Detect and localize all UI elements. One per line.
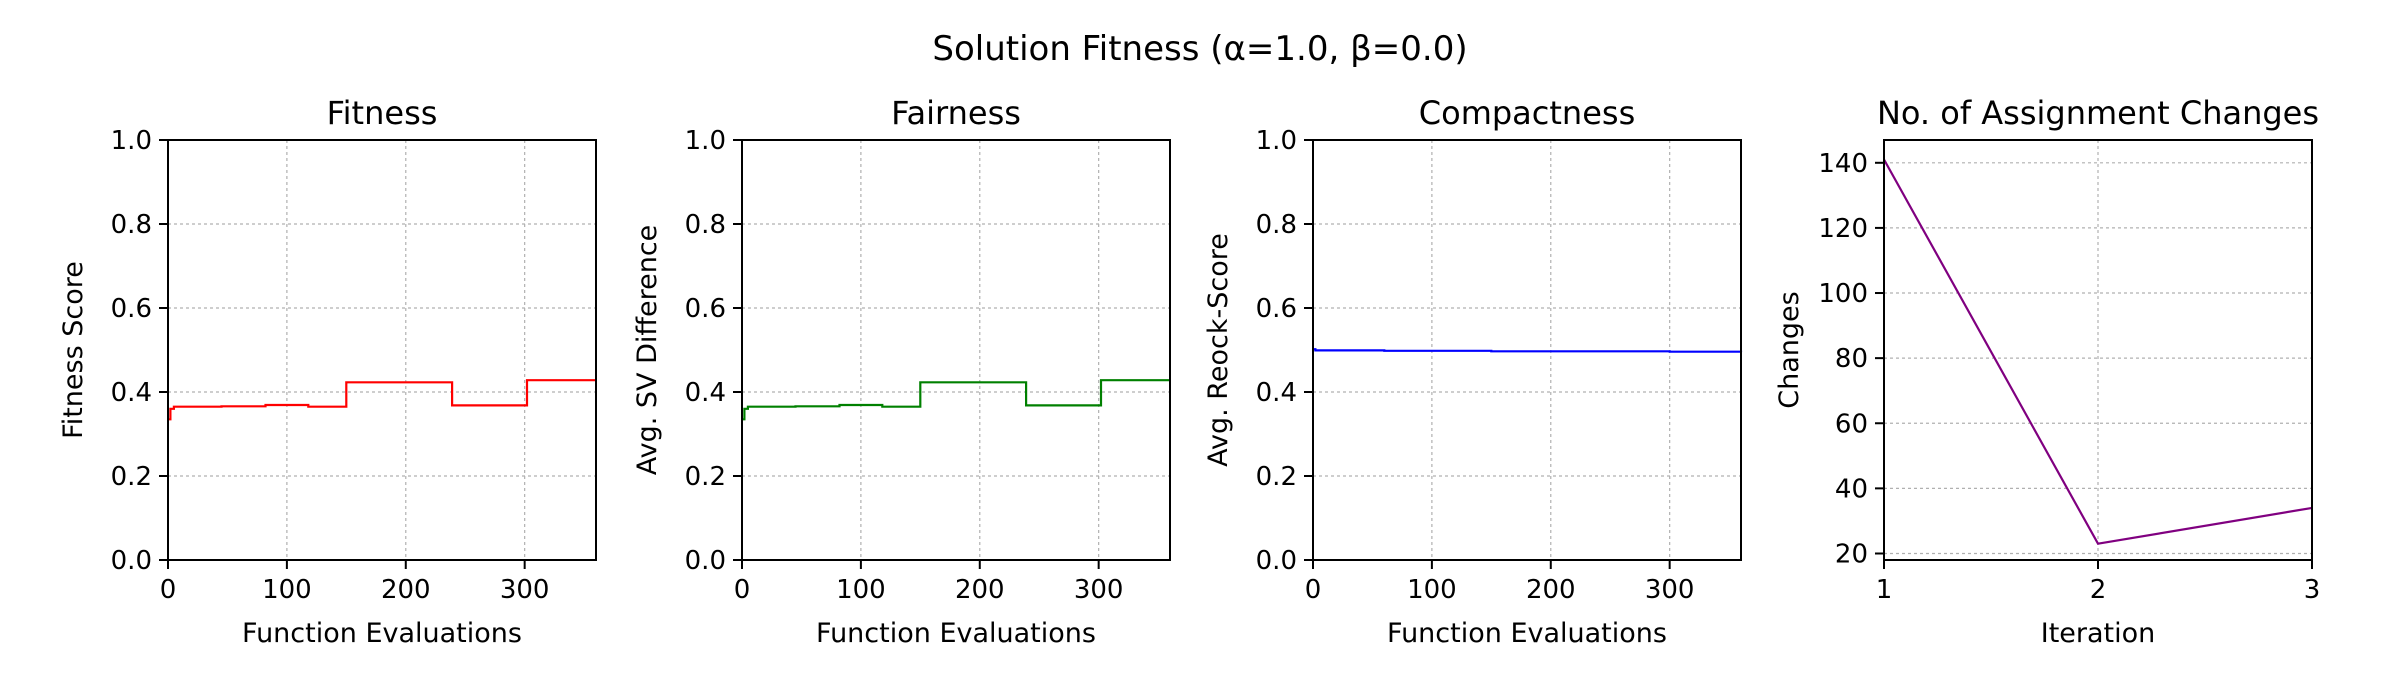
y-tick-label: 1.0 [111,126,152,156]
y-tick-label: 0.6 [111,294,152,324]
y-axis-label: Avg. SV Difference [632,225,663,476]
plot-frame [741,139,1171,561]
y-tick-label: 120 [1818,214,1868,244]
series-line [168,379,596,421]
y-tick-label: 0.2 [111,462,152,492]
y-tick-label: 0.2 [1256,462,1297,492]
y-tick-label: 0.0 [111,546,152,576]
x-tick-label: 100 [1407,575,1457,605]
y-axis-label: Avg. Reock-Score [1203,233,1234,467]
y-tick-label: 0.0 [1256,546,1297,576]
series-line [1883,158,2313,545]
subplot-assignment-changes: No. of Assignment Changes Iteration Chan… [1774,94,2320,649]
y-tick-label: 60 [1835,409,1868,439]
x-axis-label: Function Evaluations [1387,618,1667,649]
plot-frame [1312,139,1742,561]
x-tick-label: 0 [160,575,177,605]
subplot-compactness: Compactness Function Evaluations Avg. Re… [1203,94,1743,649]
series-line [1313,348,1743,353]
x-tick-label: 0 [1305,575,1322,605]
y-tick-label: 1.0 [1256,126,1297,156]
y-tick-label: 0.6 [1256,294,1297,324]
y-tick-label: 100 [1818,279,1868,309]
y-axis-label: Fitness Score [58,261,89,439]
x-tick-label: 2 [2090,575,2107,605]
plot-frame [167,139,597,561]
y-tick-label: 40 [1835,474,1868,504]
y-tick-label: 0.4 [111,378,152,408]
y-tick-label: 20 [1835,539,1868,569]
x-tick-label: 100 [836,575,886,605]
y-tick-label: 0.2 [685,462,726,492]
subplot-title: Fairness [891,94,1021,132]
x-tick-label: 300 [1645,575,1695,605]
y-tick-label: 0.0 [685,546,726,576]
y-tick-label: 0.8 [1256,210,1297,240]
x-tick-label: 1 [1876,575,1893,605]
x-tick-label: 300 [1074,575,1124,605]
y-tick-label: 0.8 [111,210,152,240]
subplot-fairness: Fairness Function Evaluations Avg. SV Di… [632,94,1171,649]
y-tick-label: 0.6 [685,294,726,324]
series-line [742,379,1170,421]
y-tick-label: 140 [1818,149,1868,179]
x-tick-label: 300 [500,575,550,605]
y-tick-label: 0.4 [685,378,726,408]
subplot-fitness: Fitness Function Evaluations Fitness Sco… [58,94,597,649]
figure-suptitle: Solution Fitness (α=1.0, β=0.0) [932,29,1467,69]
y-tick-label: 0.8 [685,210,726,240]
y-tick-label: 1.0 [685,126,726,156]
subplot-title: Compactness [1419,94,1635,132]
x-tick-label: 200 [1526,575,1576,605]
subplot-title: No. of Assignment Changes [1877,94,2319,132]
y-tick-label: 0.4 [1256,378,1297,408]
subplot-title: Fitness [327,94,438,132]
y-axis-label: Changes [1774,291,1805,408]
x-tick-label: 100 [262,575,312,605]
x-tick-label: 3 [2304,575,2321,605]
x-tick-label: 200 [381,575,431,605]
x-axis-label: Function Evaluations [242,618,522,649]
y-tick-label: 80 [1835,344,1868,374]
x-tick-label: 200 [955,575,1005,605]
x-axis-label: Iteration [2041,618,2156,649]
x-tick-label: 0 [734,575,751,605]
x-axis-label: Function Evaluations [816,618,1096,649]
